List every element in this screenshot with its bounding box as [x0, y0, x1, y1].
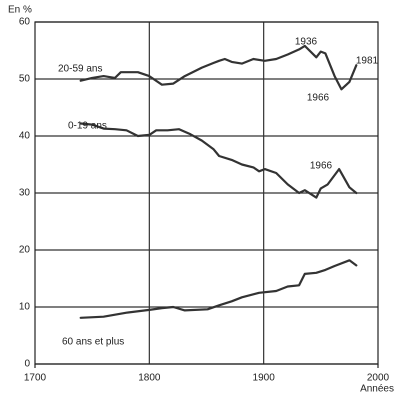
y-tick-label: 60: [19, 17, 31, 28]
x-tick-label: 2000: [367, 373, 390, 384]
x-tick-label: 1700: [24, 373, 47, 384]
y-axis-label: En %: [8, 5, 32, 16]
y-tick-label: 20: [19, 245, 31, 256]
annotation: 1966: [307, 93, 330, 104]
x-tick-label: 1900: [253, 373, 276, 384]
x-axis-label: Années: [360, 384, 394, 395]
series-line: [79, 259, 358, 319]
y-tick-label: 50: [19, 74, 31, 85]
y-tick-label: 30: [19, 188, 31, 199]
series-label: 0-19 ans: [68, 121, 107, 132]
plot-frame: [34, 21, 379, 365]
annotation: 1981: [356, 56, 379, 67]
series-line: [79, 44, 358, 91]
series-label: 20-59 ans: [58, 64, 102, 75]
series-line: [79, 122, 358, 199]
series-label: 60 ans et plus: [62, 337, 124, 348]
y-tick-label: 10: [19, 302, 31, 313]
x-tick-label: 1800: [138, 373, 161, 384]
annotation: 1936: [295, 37, 318, 48]
y-tick-label: 40: [19, 131, 31, 142]
y-tick-label: 0: [24, 359, 30, 370]
annotation: 1966: [310, 161, 333, 172]
